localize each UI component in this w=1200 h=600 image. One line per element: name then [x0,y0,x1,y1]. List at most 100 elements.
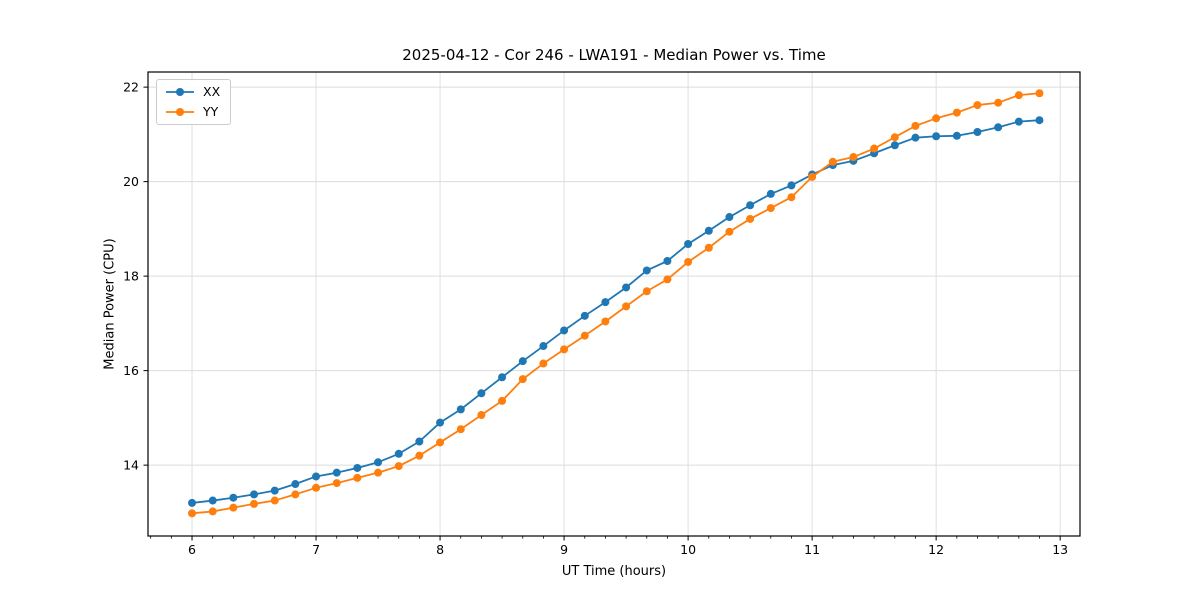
data-point-xx [766,189,775,198]
data-point-yy [498,396,507,405]
x-tick-label: 6 [188,542,196,557]
y-tick-label: 16 [123,363,139,378]
data-point-xx [229,493,238,502]
series-line-yy [191,92,1040,515]
data-point-xx [477,389,486,398]
data-point-xx [973,128,982,137]
x-tick-label: 11 [804,542,820,557]
series-line-xx [191,119,1040,504]
data-point-xx [1035,116,1044,125]
data-point-yy [312,483,321,492]
data-point-xx [415,437,424,446]
data-point-xx [622,283,631,292]
x-axis-label: UT Time (hours) [561,564,667,579]
plot-border [147,71,1081,537]
data-point-yy [787,193,796,202]
data-point-yy [291,490,300,499]
data-point-yy [932,114,941,123]
data-point-yy [725,227,734,236]
data-point-yy [229,503,238,512]
data-point-xx [188,498,197,507]
data-point-xx [663,257,672,266]
data-point-yy [684,257,693,266]
legend-label: YY [203,104,219,119]
data-point-yy [1035,89,1044,98]
data-point-xx [911,133,920,142]
data-point-xx [725,213,734,222]
data-point-xx [208,496,217,505]
y-tick-label: 22 [123,79,139,94]
data-point-yy [746,214,755,223]
data-point-yy [560,345,569,354]
x-tick-label: 9 [560,542,568,557]
data-point-xx [601,298,610,307]
data-point-xx [436,418,445,427]
data-point-xx [746,201,755,210]
data-point-yy [518,375,527,384]
data-point-yy [704,243,713,252]
x-tick-label: 8 [436,542,444,557]
data-point-xx [250,490,259,499]
data-point-xx [952,131,961,140]
x-tick-label: 12 [928,542,944,557]
data-point-xx [518,357,527,366]
data-point-yy [973,101,982,110]
legend-item-yy: YY [165,105,220,119]
data-point-xx [456,405,465,414]
data-point-xx [704,226,713,235]
chart-title: 2025-04-12 - Cor 246 - LWA191 - Median P… [402,46,826,64]
data-point-yy [808,172,817,181]
data-point-xx [394,449,403,458]
data-point-yy [890,133,899,142]
data-point-yy [952,108,961,117]
x-tick-label: 7 [312,542,320,557]
data-point-yy [994,98,1003,107]
data-point-yy [601,317,610,326]
data-point-xx [332,468,341,477]
data-point-xx [498,373,507,382]
data-point-yy [849,153,858,162]
data-point-yy [663,275,672,284]
x-tick-label: 10 [680,542,696,557]
data-point-yy [270,496,279,505]
data-point-yy [870,144,879,153]
data-point-yy [394,462,403,471]
data-point-yy [580,331,589,340]
data-point-yy [456,425,465,434]
y-tick-label: 14 [123,457,139,472]
data-point-yy [911,121,920,130]
data-point-yy [188,509,197,518]
data-point-xx [560,326,569,335]
data-point-yy [642,287,651,296]
data-point-yy [828,157,837,166]
legend-label: XX [203,84,221,99]
data-point-yy [766,204,775,213]
data-point-xx [890,141,899,150]
data-point-xx [539,342,548,351]
legend: XX YY [156,79,232,125]
data-point-xx [312,472,321,481]
data-point-xx [642,266,651,275]
data-point-yy [250,499,259,508]
data-point-xx [270,486,279,495]
y-tick-label: 20 [123,174,139,189]
legend-item-xx: XX [165,85,220,99]
legend-swatch-icon [166,108,194,116]
data-point-xx [932,132,941,141]
data-point-xx [374,458,383,467]
data-point-yy [436,438,445,447]
data-point-xx [684,239,693,248]
data-point-xx [1014,117,1023,126]
data-point-yy [539,359,548,368]
data-point-xx [353,463,362,472]
data-point-xx [787,181,796,190]
data-point-yy [1014,91,1023,100]
y-tick-label: 18 [123,268,139,283]
data-point-xx [580,311,589,320]
data-point-yy [622,302,631,311]
legend-swatch-icon [166,88,194,96]
data-point-yy [332,479,341,488]
data-point-yy [353,473,362,482]
data-point-xx [994,123,1003,132]
